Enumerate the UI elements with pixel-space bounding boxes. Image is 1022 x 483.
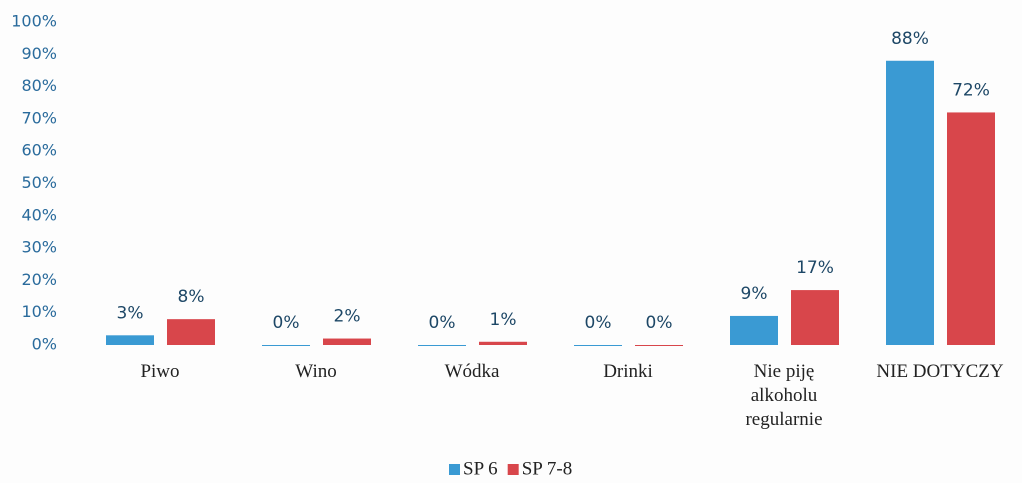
data-label: 0% — [273, 313, 300, 333]
bar — [886, 60, 934, 345]
data-label: 17% — [796, 258, 834, 278]
data-label: 2% — [334, 307, 361, 327]
bar — [635, 345, 683, 346]
data-label: 88% — [891, 29, 929, 49]
bar — [106, 335, 154, 345]
data-label: 0% — [646, 313, 673, 333]
y-tick-label: 20% — [21, 270, 57, 289]
y-tick-label: 0% — [32, 335, 57, 354]
y-tick-label: 50% — [21, 173, 57, 192]
bar — [167, 319, 215, 345]
data-label: 3% — [117, 303, 144, 323]
legend-label: SP 7-8 — [522, 458, 573, 479]
bar — [730, 315, 778, 345]
data-label: 8% — [178, 287, 205, 307]
y-tick-label: 10% — [21, 302, 57, 321]
legend-swatch — [449, 464, 460, 475]
x-tick-label: Drinki — [603, 361, 653, 382]
y-tick-label: 70% — [21, 108, 57, 127]
y-tick-label: 90% — [21, 44, 57, 63]
data-label: 0% — [429, 313, 456, 333]
data-label: 0% — [585, 313, 612, 333]
bar — [418, 345, 466, 346]
bar — [262, 345, 310, 346]
bar — [791, 290, 839, 345]
x-tick-label: Wódka — [444, 361, 500, 382]
data-label: 72% — [952, 80, 990, 100]
bar — [479, 341, 527, 345]
y-tick-label: 80% — [21, 76, 57, 95]
x-tick-label: NIE DOTYCZY — [876, 361, 1004, 382]
legend-label: SP 6 — [463, 458, 498, 479]
data-label: 1% — [490, 310, 517, 330]
bar — [947, 112, 995, 345]
bar — [574, 345, 622, 346]
y-tick-label: 40% — [21, 205, 57, 224]
y-tick-label: 100% — [11, 12, 57, 31]
y-tick-label: 60% — [21, 141, 57, 160]
x-tick-label: Nie piję alkoholu regularnie — [745, 361, 823, 430]
data-label: 9% — [741, 284, 768, 304]
x-tick-label: Piwo — [140, 361, 180, 382]
legend-swatch — [507, 464, 519, 475]
x-tick-label: Wino — [295, 361, 337, 382]
bar — [323, 338, 371, 345]
y-tick-label: 30% — [21, 238, 57, 257]
